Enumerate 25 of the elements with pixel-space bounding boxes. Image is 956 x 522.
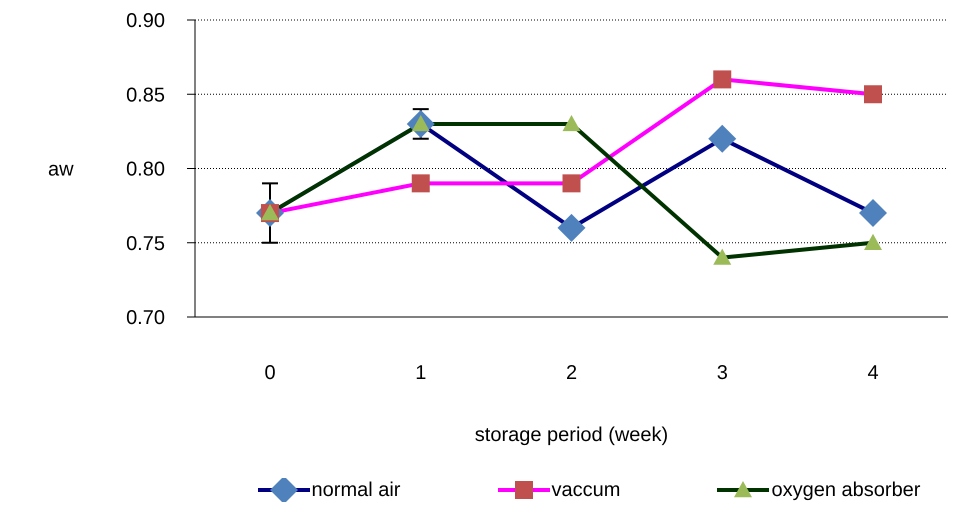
point [864,85,882,104]
point [562,114,580,132]
point [713,70,732,88]
point [412,174,430,192]
x-tick-label: 1 [415,362,426,384]
point [562,174,580,192]
y-tick-label: 0.85 [126,84,165,106]
point [558,214,586,242]
x-tick-label: 2 [566,362,578,384]
y-tick-label: 0.70 [126,307,165,330]
point [859,199,887,228]
point [864,234,882,250]
point [713,248,732,265]
y-tick-label: 0.80 [126,158,165,181]
x-tick-label: 4 [867,362,879,384]
legend-label: normal air [312,478,400,502]
y-axis-title: aw [48,158,74,181]
y-tick-label: 0.90 [126,10,165,32]
legend-label: oxygen absorber [771,478,920,502]
y-tick-label: 0.75 [126,232,165,255]
x-tick-label: 0 [264,362,276,384]
x-axis-title: storage period (week) [474,424,668,446]
x-tick-label: 3 [716,362,728,384]
legend-label: vaccum [552,478,620,502]
point [708,124,736,153]
